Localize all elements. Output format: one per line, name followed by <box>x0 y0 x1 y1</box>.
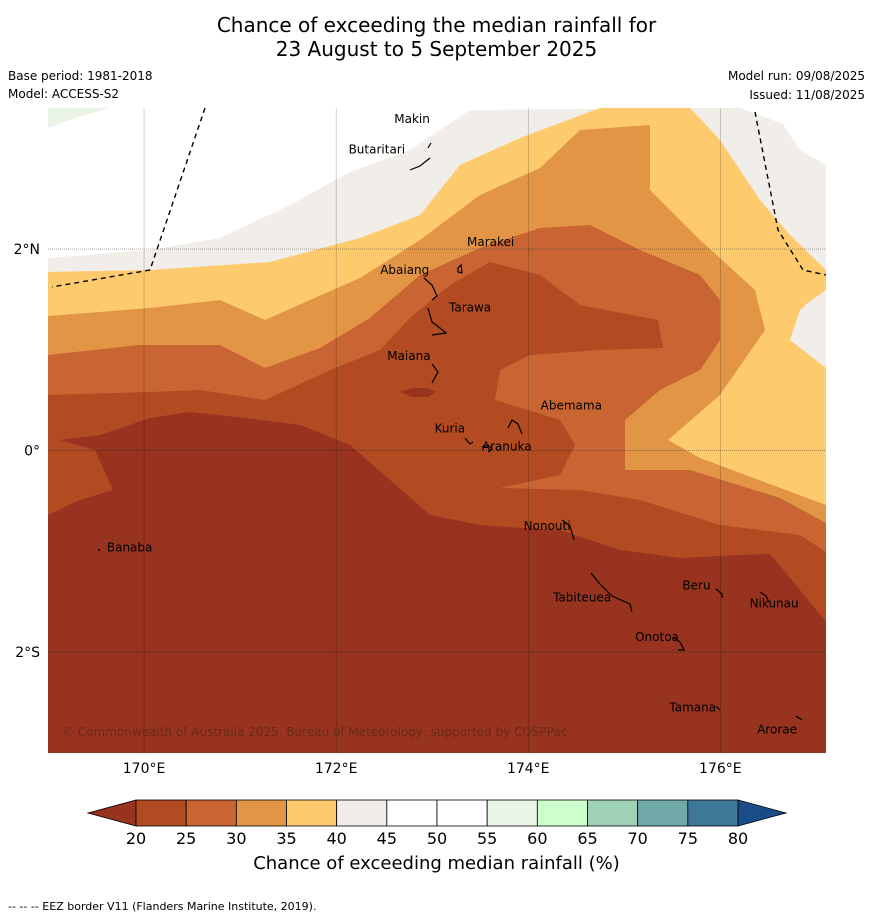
island-shape-beru <box>715 588 723 598</box>
island-shape-marakei <box>457 263 463 274</box>
lat-tick-label: 2°N <box>14 242 40 258</box>
colorbar-over-arrow <box>737 799 788 827</box>
island-shape-nonouti <box>561 519 575 541</box>
island-label-nikunau: Nikunau <box>750 597 799 611</box>
probability-contours <box>48 108 826 753</box>
colorbar-bin <box>436 799 488 827</box>
island-shape-banaba <box>97 548 101 552</box>
rainfall-map: Makin Butaritari Marakei Abaiang Tarawa Maian… <box>14 107 827 848</box>
island-label-makin: Makin <box>394 112 430 126</box>
island-label-arorae: Arorae <box>757 723 797 737</box>
island-shape-tarawa <box>427 307 448 336</box>
colorbar-tick-label: 40 <box>326 829 346 848</box>
island-label-butaritari: Butaritari <box>349 142 406 156</box>
contour-white-right <box>760 108 826 165</box>
island-labels: Makin Butaritari Marakei Abaiang Tarawa Maian… <box>107 112 799 737</box>
colorbar-tick-label: 75 <box>678 829 698 848</box>
lon-tick-label: 174°E <box>507 761 550 777</box>
colorbar-tick-label: 65 <box>577 829 597 848</box>
base-period: Base period: 1981-2018 <box>8 69 153 83</box>
island-label-banaba: Banaba <box>107 540 153 554</box>
contour-below-20-patch <box>400 388 436 397</box>
eez-footer-note: -- -- -- EEZ border V11 (Flanders Marine… <box>8 900 317 913</box>
map-title-line-2: 23 August to 5 September 2025 <box>275 37 598 61</box>
map-title-line-1: Chance of exceeding the median rainfall … <box>216 13 657 37</box>
contour-below-20 <box>48 412 826 753</box>
lon-tick-label: 176°E <box>699 761 742 777</box>
island-shape-abaiang <box>423 277 438 301</box>
island-label-nonouti: Nonouti <box>524 519 571 533</box>
colorbar-bin <box>286 799 338 827</box>
eez-border-left <box>51 107 206 288</box>
colorbar-bin <box>185 799 237 827</box>
colorbar-label: Chance of exceeding median rainfall (%) <box>253 853 620 874</box>
island-shape-arorae <box>795 715 803 721</box>
lon-tick-label: 172°E <box>315 761 358 777</box>
island-label-kuria: Kuria <box>435 421 466 435</box>
island-shape-tabiteuea <box>590 572 633 613</box>
lon-tick-label: 170°E <box>123 761 166 777</box>
graticule <box>48 108 826 753</box>
island-label-aranuka: Aranuka <box>482 440 532 454</box>
colorbar-bin <box>135 799 187 827</box>
island-label-onotoa: Onotoa <box>635 630 679 644</box>
island-label-tabiteuea: Tabiteuea <box>552 591 611 605</box>
colorbar-tick-label: 55 <box>477 829 497 848</box>
colorbar-tick-label: 35 <box>276 829 296 848</box>
colorbar-tick-label: 50 <box>427 829 447 848</box>
colorbar-tick-label: 45 <box>377 829 397 848</box>
island-label-marakei: Marakei <box>467 235 514 249</box>
island-shape-onotoa <box>672 636 685 651</box>
eez-border <box>51 107 827 288</box>
island-shape-kuria <box>464 437 474 445</box>
colorbar-under-arrow <box>86 799 137 827</box>
lat-tick-label: 2°S <box>15 645 40 661</box>
island-shape-nikunau <box>759 591 770 603</box>
island-shape-tamana <box>715 705 721 711</box>
model-run: Model run: 09/08/2025 <box>727 69 865 83</box>
colorbar-tick-label: 25 <box>176 829 196 848</box>
colorbar-bin <box>336 799 388 827</box>
colorbar: 20 25 30 35 40 45 50 55 60 65 70 75 80 <box>86 799 788 848</box>
island-shape-aranuka <box>481 444 493 453</box>
island-label-tarawa: Tarawa <box>448 301 491 315</box>
colorbar-tick-label: 30 <box>226 829 246 848</box>
colorbar-bin <box>587 799 639 827</box>
contour-green-patch-left <box>48 108 110 128</box>
island-shape-maiana <box>431 363 439 384</box>
map-copyright: © Commonwealth of Australia 2025, Bureau… <box>62 725 567 739</box>
axis-labels: 170°E 172°E 174°E 176°E 2°N 0° 2°S <box>14 242 742 777</box>
colorbar-bin <box>687 799 739 827</box>
island-label-tamana: Tamana <box>668 701 716 715</box>
island-label-beru: Beru <box>682 579 710 593</box>
colorbar-bin <box>386 799 438 827</box>
colorbar-bin <box>235 799 287 827</box>
contour-grey-right <box>795 290 826 362</box>
colorbar-tick-label: 70 <box>627 829 647 848</box>
colorbar-tick-label: 20 <box>126 829 146 848</box>
island-shape-makin <box>427 142 432 149</box>
model-name: Model: ACCESS-S2 <box>8 87 120 101</box>
colorbar-bin <box>486 799 538 827</box>
island-label-abaiang: Abaiang <box>380 263 429 277</box>
island-outlines <box>97 142 803 721</box>
colorbar-tick-label: 60 <box>527 829 547 848</box>
island-shape-butaritari <box>409 157 431 171</box>
colorbar-bin <box>637 799 689 827</box>
island-label-abemama: Abemama <box>541 398 602 412</box>
issued-date: Issued: 11/08/2025 <box>749 88 865 102</box>
lat-tick-label: 0° <box>24 444 40 460</box>
island-shape-abemama <box>507 419 523 435</box>
colorbar-tick-label: 80 <box>728 829 748 848</box>
colorbar-bin <box>536 799 588 827</box>
island-label-maiana: Maiana <box>387 349 430 363</box>
